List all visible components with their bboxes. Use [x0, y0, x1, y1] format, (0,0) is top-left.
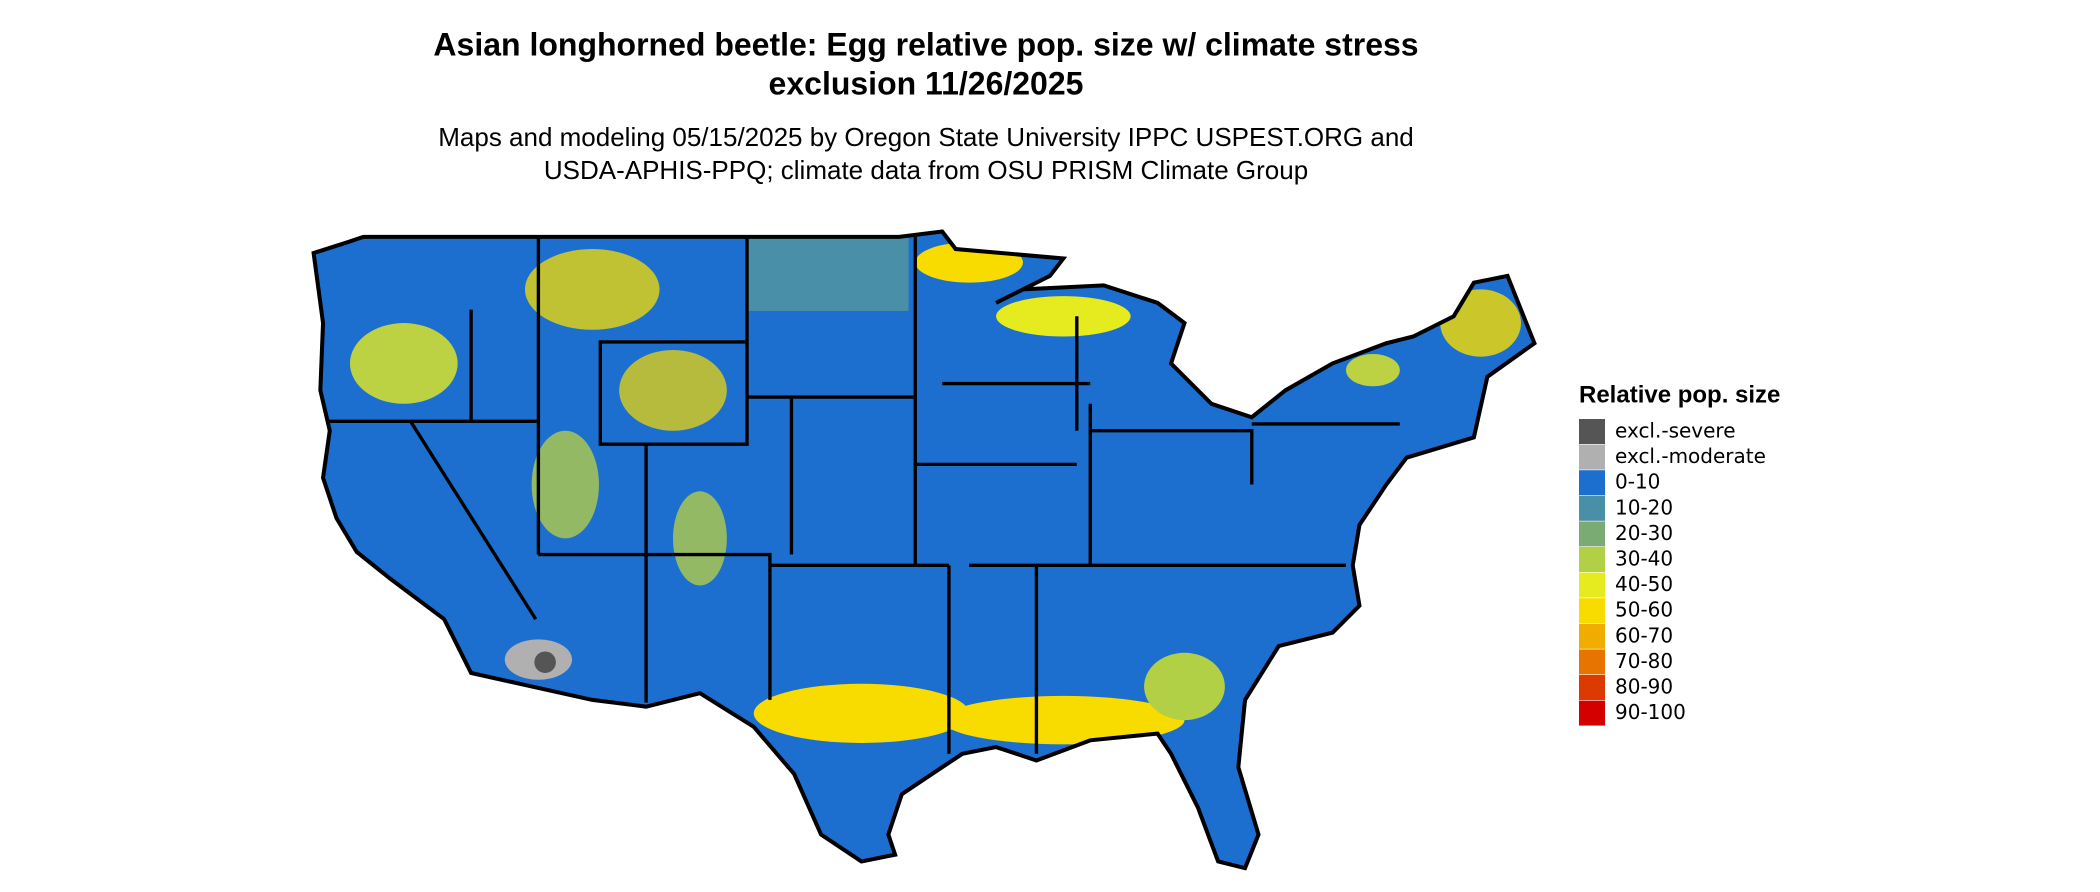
legend-label: 20-30: [1615, 521, 1673, 545]
legend-label: 0-10: [1615, 470, 1660, 494]
legend-swatch: [1579, 623, 1605, 649]
legend-label: 50-60: [1615, 598, 1673, 622]
legend-label: 90-100: [1615, 700, 1686, 724]
subtitle-line: USDA-APHIS-PPQ; climate data from OSU PR…: [544, 155, 1308, 185]
legend-swatch: [1579, 572, 1605, 598]
state-lines: [320, 236, 1400, 754]
legend-swatch: [1579, 444, 1605, 470]
legend-label: 10-20: [1615, 495, 1673, 519]
legend-label: excl.-moderate: [1615, 444, 1766, 468]
legend-swatch: [1579, 419, 1605, 444]
legend-swatch: [1579, 598, 1605, 624]
legend-swatch: [1579, 700, 1605, 726]
legend-label: 70-80: [1615, 649, 1673, 673]
legend-swatch: [1579, 675, 1605, 700]
legend-label: 60-70: [1615, 623, 1673, 647]
legend-swatch: [1579, 649, 1605, 675]
title-line: exclusion 11/26/2025: [769, 65, 1084, 101]
us-map: [311, 229, 1537, 871]
legend-swatch: [1579, 495, 1605, 521]
outline: [311, 229, 1537, 871]
suitability-patches: [349, 236, 1521, 745]
legend-label: excl.-severe: [1615, 419, 1736, 443]
land: [313, 231, 1535, 869]
legend-title: Relative pop. size: [1579, 381, 1780, 408]
legend: Relative pop. size excl.-severeexcl.-mod…: [1579, 381, 1780, 726]
legend-label: 30-40: [1615, 547, 1673, 571]
legend-label: 40-50: [1615, 572, 1673, 596]
legend-swatch: [1579, 521, 1605, 547]
subtitle-line: Maps and modeling 05/15/2025 by Oregon S…: [438, 122, 1414, 152]
title-line: Asian longhorned beetle: Egg relative po…: [433, 26, 1418, 62]
legend-label: 80-90: [1615, 675, 1673, 699]
legend-swatch: [1579, 470, 1605, 496]
legend-swatch: [1579, 547, 1605, 572]
